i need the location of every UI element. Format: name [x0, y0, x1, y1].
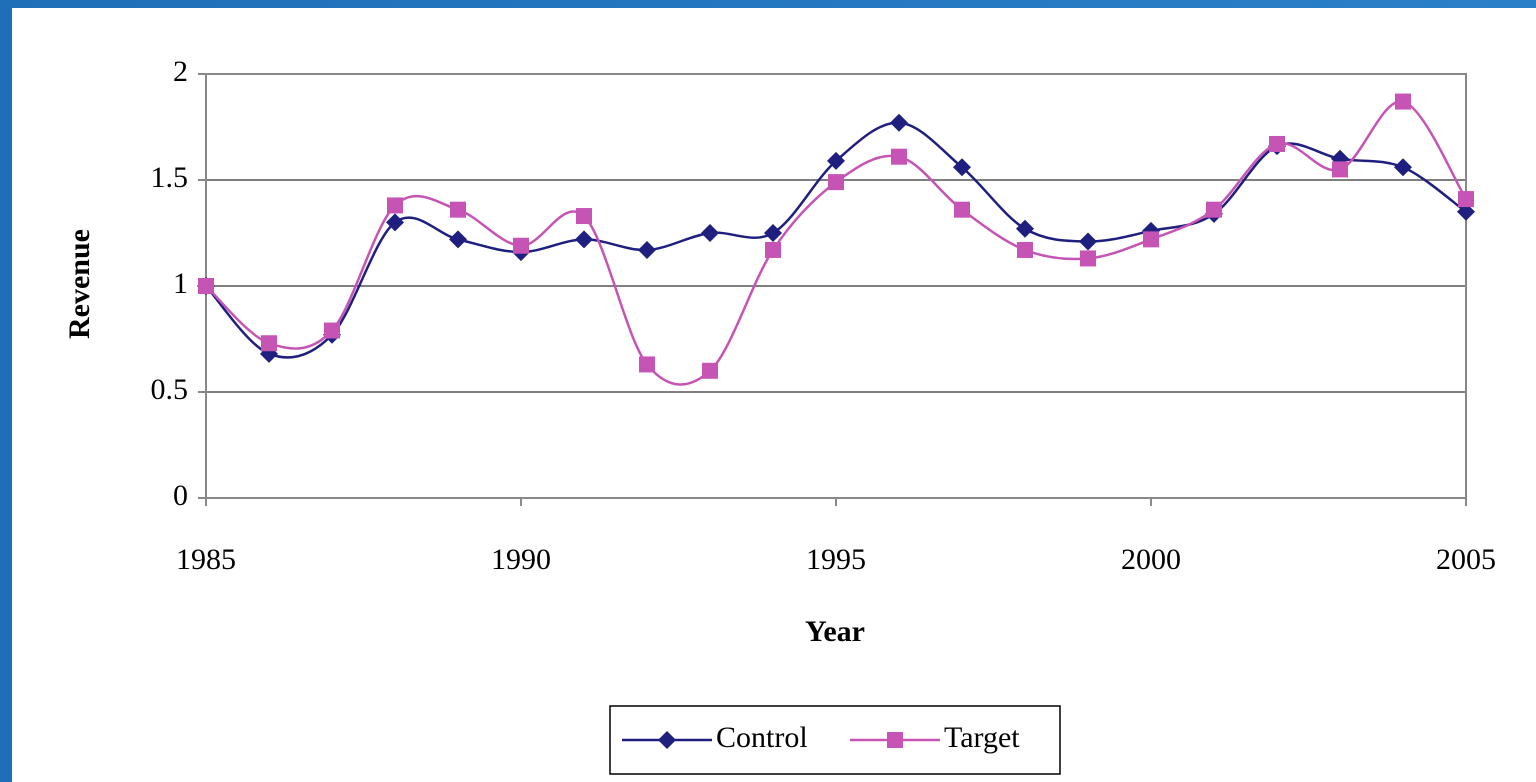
marker [387, 197, 403, 214]
marker [954, 201, 970, 218]
x-tick-label: 2005 [1436, 543, 1496, 576]
marker [324, 322, 340, 339]
marker [827, 151, 845, 170]
marker [1079, 232, 1097, 251]
marker [828, 174, 844, 191]
marker [1269, 135, 1285, 152]
y-tick-label: 0.5 [151, 373, 189, 406]
marker [658, 731, 676, 749]
marker [701, 224, 719, 242]
marker [765, 241, 781, 258]
marker [513, 237, 529, 254]
x-tick-label: 2000 [1121, 543, 1181, 576]
y-tick-label: 2 [173, 55, 188, 88]
marker [1206, 201, 1222, 218]
marker [1458, 191, 1474, 208]
marker [887, 732, 903, 748]
marker [1080, 250, 1096, 267]
marker [890, 113, 908, 132]
y-tick-label: 0 [173, 479, 188, 512]
marker [639, 356, 655, 373]
marker [1332, 161, 1348, 178]
y-tick-label: 1 [173, 267, 188, 300]
x-axis-label: Year [805, 615, 865, 648]
marker [891, 148, 907, 165]
x-tick-label: 1985 [176, 543, 236, 576]
marker [198, 278, 214, 294]
marker [450, 201, 466, 218]
marker [1394, 158, 1412, 177]
marker [575, 230, 593, 249]
marker [1016, 219, 1034, 238]
x-tick-label: 1990 [491, 543, 551, 576]
marker [764, 224, 782, 242]
marker [1395, 93, 1411, 110]
y-tick-label: 1.5 [151, 161, 189, 194]
marker [702, 362, 718, 379]
y-axis-label: Revenue [63, 229, 96, 339]
marker [261, 335, 277, 352]
marker [953, 158, 971, 177]
marker [1143, 231, 1159, 248]
legend-label: Control [716, 721, 808, 754]
marker [638, 240, 656, 259]
marker [386, 213, 404, 232]
legend-label: Target [944, 721, 1020, 754]
x-tick-label: 1995 [806, 543, 866, 576]
marker [1017, 241, 1033, 258]
marker [576, 208, 592, 225]
marker [1457, 202, 1475, 221]
marker [449, 230, 467, 249]
